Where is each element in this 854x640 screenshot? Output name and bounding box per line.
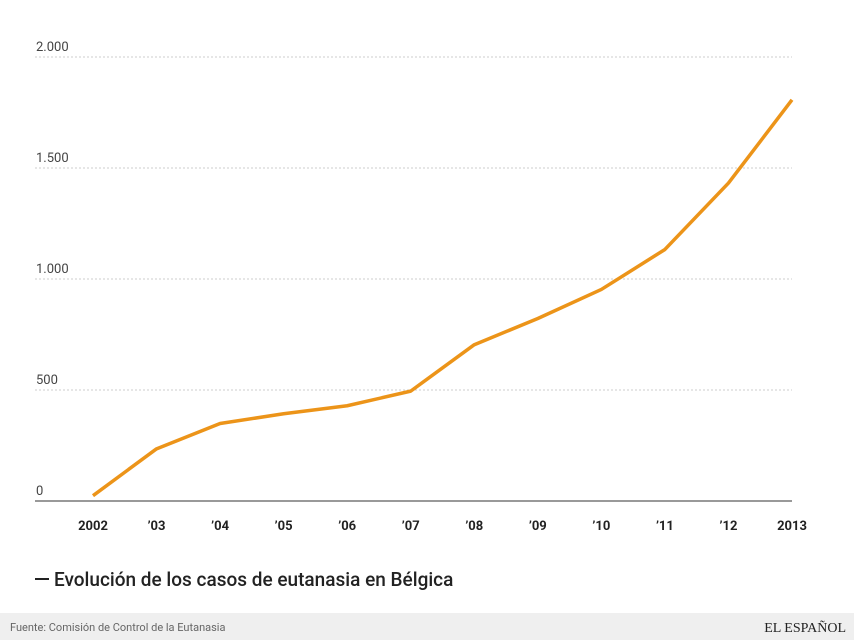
x-tick-label: ’08 [465,519,483,534]
x-tick-label: ’05 [275,519,293,534]
x-tick-label: ’07 [402,519,420,534]
legend-label: Evolución de los casos de eutanasia en B… [54,568,453,591]
data-line [91,98,794,498]
x-tick-label: 2013 [777,519,807,534]
y-tick-label: 500 [36,373,58,388]
x-tick-label: ’06 [338,519,356,534]
source: Fuente: Comisión de Control de la Eutana… [10,621,225,634]
x-tick-label: ’12 [720,519,738,534]
y-tick-label: 0 [36,484,43,499]
brand: EL ESPAÑOL [764,620,846,636]
y-tick-label: 1.500 [36,151,69,166]
x-tick-label: ’09 [529,519,547,534]
x-tick-label: ’11 [656,519,674,534]
x-tick-label: 2002 [78,519,108,534]
y-tick-label: 1.000 [36,262,69,277]
footer-band [0,613,854,640]
x-tick-label: ’03 [148,519,166,534]
x-tick-label: ’10 [592,519,610,534]
y-tick-label: 2.000 [36,40,69,55]
x-tick-label: ’04 [211,519,229,534]
